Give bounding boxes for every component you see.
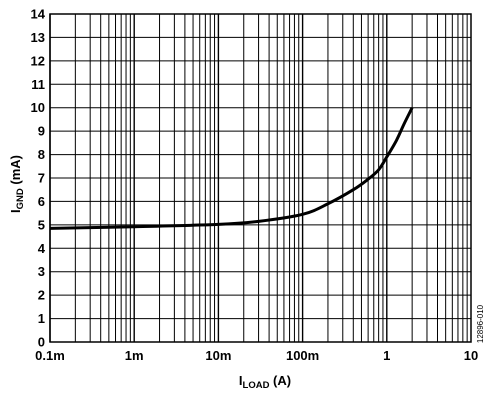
y-tick-label: 8 — [38, 147, 45, 162]
y-tick-label: 14 — [31, 7, 46, 22]
y-label-sub: GND — [15, 188, 26, 209]
chart-grid — [49, 13, 471, 343]
y-tick-label: 11 — [31, 77, 45, 92]
y-tick-label: 10 — [31, 100, 45, 115]
x-axis-label: ILOAD (A) — [239, 373, 291, 391]
x-tick-label: 10m — [205, 348, 231, 363]
y-label-main: I — [8, 209, 23, 213]
x-label-rest: (A) — [269, 373, 291, 388]
y-tick-label: 12 — [31, 53, 45, 68]
y-tick-label: 1 — [38, 311, 45, 326]
y-tick-label: 6 — [38, 194, 45, 209]
x-tick-label: 10 — [464, 348, 478, 363]
y-label-rest: (mA) — [8, 155, 23, 188]
x-label-main: I — [239, 373, 243, 388]
series-group — [49, 107, 414, 230]
y-tick-label: 5 — [38, 217, 45, 232]
y-tick-label: 4 — [38, 241, 46, 256]
y-tick-label: 13 — [31, 30, 45, 45]
series-line — [49, 107, 414, 230]
x-tick-label: 1m — [125, 348, 144, 363]
y-axis-label: IGND (mA) — [8, 155, 26, 213]
y-tick-label: 2 — [38, 288, 45, 303]
x-tick-label: 0.1m — [35, 348, 65, 363]
y-tick-label: 3 — [38, 264, 45, 279]
x-tick-label: 1 — [383, 348, 390, 363]
x-tick-labels: 0.1m 1m 10m 100m 1 10 — [35, 348, 478, 363]
x-label-sub: LOAD — [243, 380, 270, 391]
y-tick-label: 0 — [38, 335, 45, 350]
x-tick-label: 100m — [286, 348, 319, 363]
y-tick-label: 9 — [38, 124, 45, 139]
y-tick-label: 7 — [38, 171, 45, 186]
figure-code: 12896-010 — [476, 304, 485, 343]
plot-frame — [49, 13, 472, 343]
